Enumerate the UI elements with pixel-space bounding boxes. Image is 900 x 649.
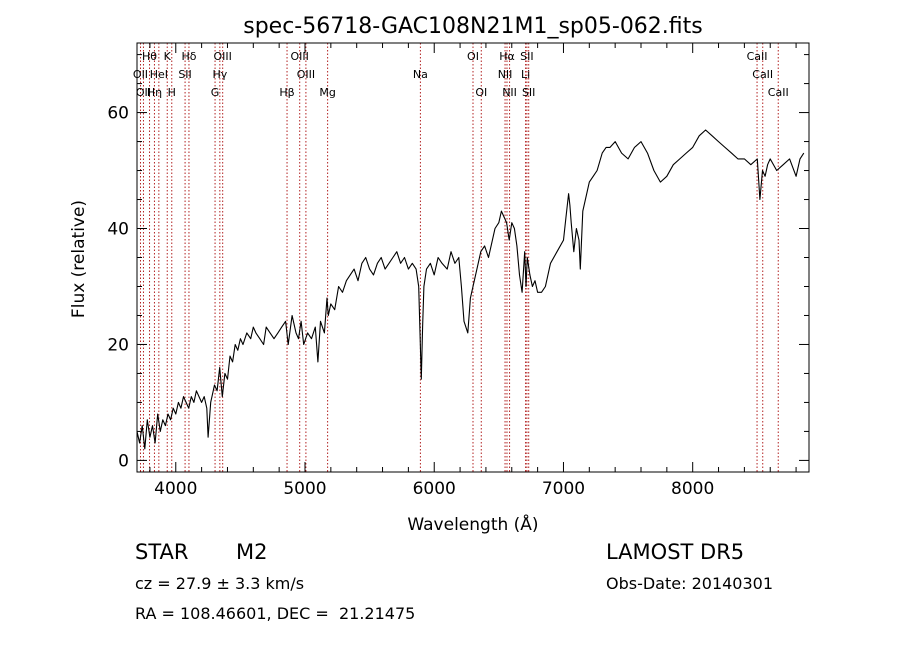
line-label-19: Hη — [147, 86, 162, 99]
line-label-13: OIII — [297, 68, 315, 81]
line-label-15: NII — [498, 68, 513, 81]
line-label-10: HeI — [150, 68, 168, 81]
line-label-27: CaII — [768, 86, 789, 99]
line-label-8: CaII — [747, 50, 768, 63]
spectrum-series-line — [136, 129, 805, 450]
observation-date: Obs-Date: 20140301 — [606, 574, 774, 593]
line-label-2: Hδ — [181, 50, 196, 63]
line-label-23: Mg — [319, 86, 335, 99]
line-label-7: SII — [520, 50, 533, 63]
line-label-6: Hα — [499, 50, 515, 63]
x-tick-label-3: 7000 — [542, 479, 585, 499]
line-label-12: Hγ — [212, 68, 227, 81]
line-label-21: G — [211, 86, 220, 99]
chart-title: spec-56718-GAC108N21M1_sp05-062.fits — [243, 14, 703, 39]
line-label-25: NII — [502, 86, 517, 99]
x-tick-label-4: 8000 — [671, 479, 714, 499]
line-label-1: K — [164, 50, 172, 63]
line-label-4: OIII — [291, 50, 309, 63]
line-label-17: CaII — [752, 68, 773, 81]
redshift-velocity: cz = 27.9 ± 3.3 km/s — [135, 574, 305, 593]
x-axis-label: Wavelength (Å) — [407, 513, 538, 535]
line-label-5: OI — [467, 50, 479, 63]
line-label-18: OII — [136, 86, 151, 99]
y-tick-label-1: 20 — [107, 335, 129, 355]
line-label-16: Li — [521, 68, 530, 81]
object-class: STAR — [135, 540, 189, 564]
survey-name: LAMOST DR5 — [606, 540, 745, 564]
line-label-26: SII — [522, 86, 535, 99]
y-tick-label-2: 40 — [107, 220, 129, 240]
x-tick-label-2: 6000 — [413, 479, 456, 499]
line-label-3: OIII — [213, 50, 231, 63]
object-subclass: M2 — [236, 540, 268, 564]
y-axis-label: Flux (relative) — [69, 200, 89, 318]
line-label-22: Hβ — [279, 86, 294, 99]
line-label-9: OII — [133, 68, 148, 81]
y-tick-label-0: 0 — [118, 451, 129, 471]
line-label-14: Na — [413, 68, 428, 81]
line-label-20: H — [168, 86, 176, 99]
line-label-11: SII — [178, 68, 191, 81]
x-tick-label-0: 4000 — [154, 479, 197, 499]
x-tick-label-1: 5000 — [283, 479, 326, 499]
line-label-0: Hθ — [142, 50, 157, 63]
y-tick-label-3: 60 — [107, 104, 129, 124]
sky-coordinates: RA = 108.46601, DEC = 21.21475 — [135, 604, 416, 623]
line-label-24: OI — [475, 86, 487, 99]
